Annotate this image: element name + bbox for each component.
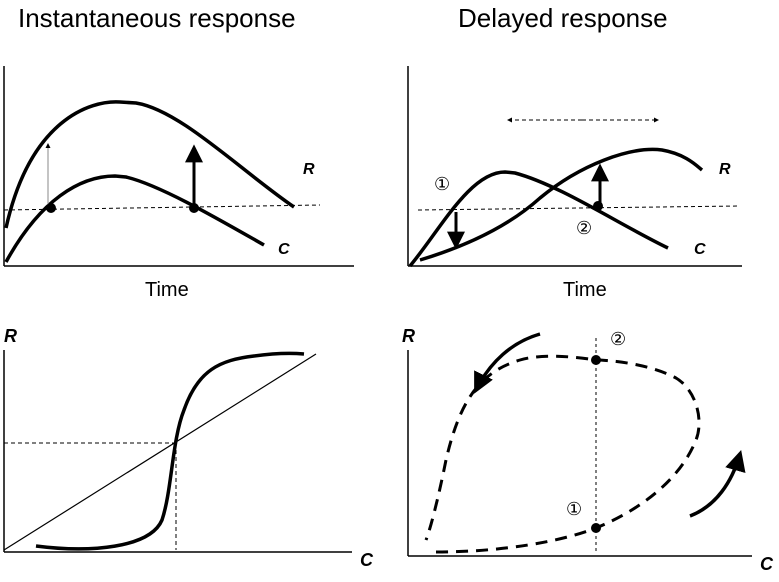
panel-bottom-left: R C <box>3 326 374 570</box>
sigmoid-curve <box>35 351 305 551</box>
curve-C <box>408 170 669 268</box>
crossing-dot <box>593 201 603 211</box>
threshold-line <box>3 204 321 211</box>
label-R: R <box>303 161 315 178</box>
curve-C <box>4 174 265 263</box>
panel-bottom-right: ② ① R C <box>402 326 774 574</box>
marker-2: ② <box>610 329 626 350</box>
marker-1: ① <box>566 499 582 520</box>
hysteresis-loop <box>424 354 701 554</box>
state-dot-2 <box>591 355 601 365</box>
y-axis-label: R <box>4 326 17 346</box>
y-axis-label: R <box>402 326 415 346</box>
title-instantaneous: Instantaneous response <box>18 3 296 33</box>
x-axis-label: C <box>760 554 774 574</box>
x-axis-label: Time <box>145 279 189 301</box>
threshold-line <box>417 205 739 211</box>
x-axis-label: Time <box>563 279 607 301</box>
curve-R <box>4 100 295 229</box>
marker-1: ① <box>434 174 450 195</box>
label-C: C <box>278 241 290 258</box>
marker-2: ② <box>576 218 592 239</box>
crossing-dot <box>189 203 199 213</box>
label-C: C <box>694 241 706 258</box>
panel-top-left: R C Time <box>3 66 354 301</box>
crossing-dot <box>46 203 56 213</box>
curve-R <box>419 147 704 262</box>
panel-top-right: ① ② R C Time <box>407 66 742 301</box>
x-axis-label: C <box>360 550 374 570</box>
diagonal-line <box>3 353 317 551</box>
state-dot-1 <box>591 523 601 533</box>
title-delayed: Delayed response <box>458 3 668 33</box>
loop-arrow-lower <box>689 449 746 518</box>
label-R: R <box>719 161 731 178</box>
loop-arrow-upper <box>474 332 541 394</box>
